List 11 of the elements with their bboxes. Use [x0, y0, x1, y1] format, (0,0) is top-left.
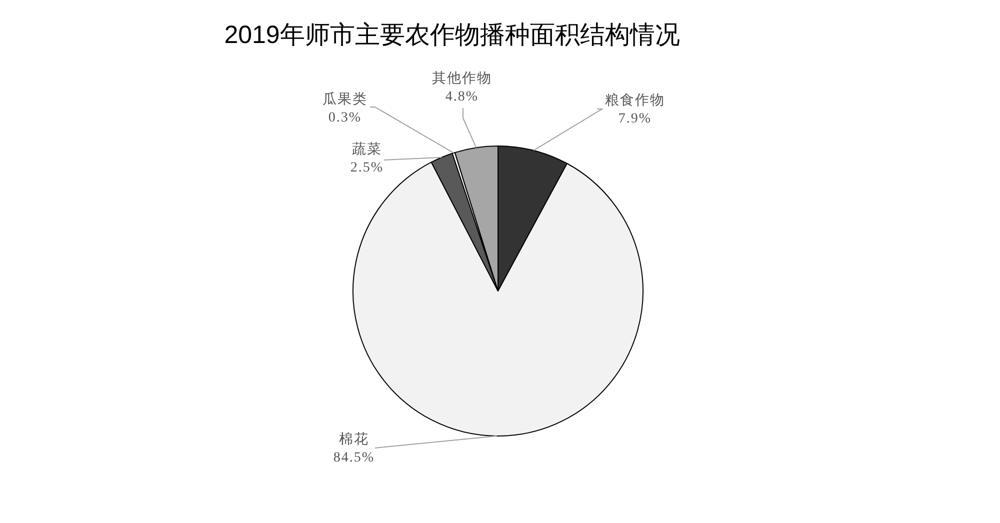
- data-label: 4.8%: [445, 90, 479, 104]
- data-label: 84.5%: [333, 450, 375, 466]
- slice-label: 瓜果类: [322, 92, 368, 108]
- data-label: 2.5%: [350, 160, 384, 176]
- data-label: 7.9%: [618, 112, 652, 126]
- data-label: 0.3%: [328, 110, 362, 126]
- slice-label: 棉花: [339, 432, 369, 448]
- chart-title: 2019年师市主要农作物播种面积结构情况: [224, 21, 680, 49]
- slice-label: 蔬菜: [352, 142, 382, 158]
- slice-label: 粮食作物: [605, 92, 665, 108]
- slice-label: 其他作物: [432, 70, 492, 86]
